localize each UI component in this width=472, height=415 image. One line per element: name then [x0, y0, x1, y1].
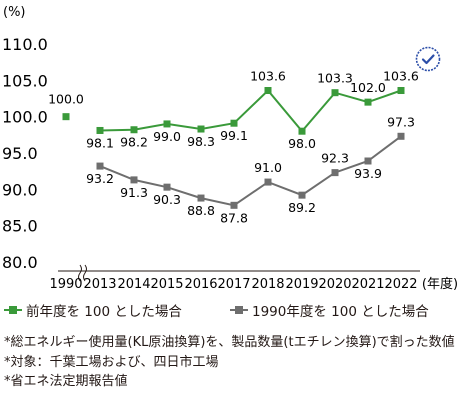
series-layer: 100.098.1 98.2 99.0 98.3 99.1103.698.0103.31…: [48, 69, 419, 226]
data-label-1-2019: 89.2: [288, 200, 316, 215]
footnote-scope: *対象：千葉工場および、四日市工場: [4, 354, 219, 370]
footnote-source: *省エネ法定期報告値: [4, 374, 128, 389]
data-label-0-2021: 102.0: [350, 80, 386, 95]
verified-check-badge-icon: [415, 46, 441, 72]
data-point-0-2014: [130, 126, 138, 134]
x-tick-label-2019: 2019: [285, 277, 318, 292]
legend-label-previous-year: 前年度を 100 とした場合: [26, 304, 182, 320]
data-point-0-2013: [96, 126, 104, 134]
data-point-0-1990: [62, 113, 70, 121]
y-tick-label-3: 95.0: [2, 144, 38, 163]
data-label-1-2017: 87.8: [220, 210, 248, 225]
data-label-0-2020: 103.3: [317, 71, 353, 86]
x-tick-label-2013: 2013: [83, 277, 116, 292]
y-tick-label-5: 105.0: [2, 71, 48, 90]
legend-label-1990-base: 1990年度を 100 とした場合: [252, 304, 429, 320]
x-tick-label-2015: 2015: [150, 277, 183, 292]
data-point-1-2022: [397, 132, 405, 140]
series-line-0: [99, 89, 402, 133]
data-point-1-2017: [230, 201, 238, 209]
data-point-0-2018: [264, 87, 272, 95]
x-tick-label-2016: 2016: [184, 277, 217, 292]
data-point-0-2019: [298, 127, 306, 135]
y-tick-label-1: 85.0: [2, 217, 38, 236]
data-label-1-2013: 93.2: [86, 171, 114, 186]
x-tick-label-2020: 2020: [318, 277, 351, 292]
data-label-0-2022: 103.6: [383, 69, 419, 84]
data-label-0-2013: 98.1: [86, 135, 114, 150]
data-label-0-2015: 99.0: [153, 129, 181, 144]
y-axis-unit: (%): [3, 5, 26, 20]
x-tick-label-1990: 1990: [49, 277, 82, 292]
x-tick-label-2021: 2021: [351, 277, 384, 292]
data-point-0-2016: [197, 125, 205, 133]
series-1: 93.2 91.3 90.3 88.8 87.8 91.0 89.2 92.3 93.9 97.3: [86, 114, 415, 225]
data-label-1-2014: 91.3: [120, 185, 148, 200]
data-label-1-2018: 91.0: [254, 160, 282, 175]
data-point-1-2020: [331, 169, 339, 177]
x-axis-ticks: 1990 2013 2014 2015 2016 2017 2018 2019 2020 2021…: [49, 277, 417, 292]
legend-item-1990-base: 1990年度を 100 とした場合: [230, 299, 429, 321]
legend-swatch-green-icon: [4, 303, 22, 317]
data-label-0-2017: 99.1: [220, 128, 248, 143]
data-point-1-2019: [298, 191, 306, 199]
data-label-0-2014: 98.2: [120, 135, 148, 150]
data-label-0-2019: 98.0: [288, 136, 316, 151]
y-tick-label-0: 80.0: [2, 253, 38, 272]
footnotes: *総エネルギー使用量(KL原油換算)を、製品数量(tエチレン換算)で割った数値 …: [4, 333, 470, 392]
data-point-1-2014: [130, 176, 138, 184]
legend-item-previous-year: 前年度を 100 とした場合: [4, 299, 182, 321]
data-point-1-2016: [197, 194, 205, 202]
series-0: 100.098.1 98.2 99.0 98.3 99.1103.698.0103.31…: [48, 69, 419, 152]
data-point-0-2022: [397, 87, 405, 95]
data-label-0-1990: 100.0: [48, 92, 84, 107]
x-tick-label-2022: 2022: [384, 277, 417, 292]
data-point-1-2018: [264, 178, 272, 186]
y-tick-label-2: 90.0: [2, 180, 38, 199]
data-point-1-2015: [163, 183, 171, 191]
data-point-0-2017: [230, 119, 238, 127]
x-axis-unit: (年度): [422, 276, 458, 292]
data-point-0-2015: [163, 120, 171, 128]
axis-break-icon: [78, 264, 87, 282]
data-label-1-2016: 88.8: [187, 203, 215, 218]
y-tick-label-4: 100.0: [2, 108, 48, 127]
legend-swatch-gray-icon: [230, 303, 248, 317]
data-label-1-2022: 97.3: [387, 114, 415, 129]
data-label-0-2018: 103.6: [250, 69, 286, 84]
data-point-0-2020: [331, 89, 339, 97]
data-label-1-2015: 90.3: [153, 192, 181, 207]
data-label-1-2021: 93.9: [354, 166, 382, 181]
x-tick-label-2017: 2017: [217, 277, 250, 292]
series-line-1: [99, 135, 402, 207]
footnote-calculation: *総エネルギー使用量(KL原油換算)を、製品数量(tエチレン換算)で割った数値: [4, 335, 455, 350]
data-point-1-2021: [364, 157, 372, 165]
data-label-1-2020: 92.3: [321, 151, 349, 166]
y-axis-ticks: 80.0 85.0 90.0 95.0 100.0 105.0 110.0: [2, 35, 48, 272]
data-point-0-2021: [364, 98, 372, 106]
data-label-0-2016: 98.3: [187, 134, 215, 149]
data-point-1-2013: [96, 162, 104, 170]
x-tick-label-2014: 2014: [117, 277, 150, 292]
x-tick-label-2018: 2018: [251, 277, 284, 292]
legend: 前年度を 100 とした場合 1990年度を 100 とした場合: [4, 299, 468, 321]
y-tick-label-6: 110.0: [2, 35, 48, 54]
